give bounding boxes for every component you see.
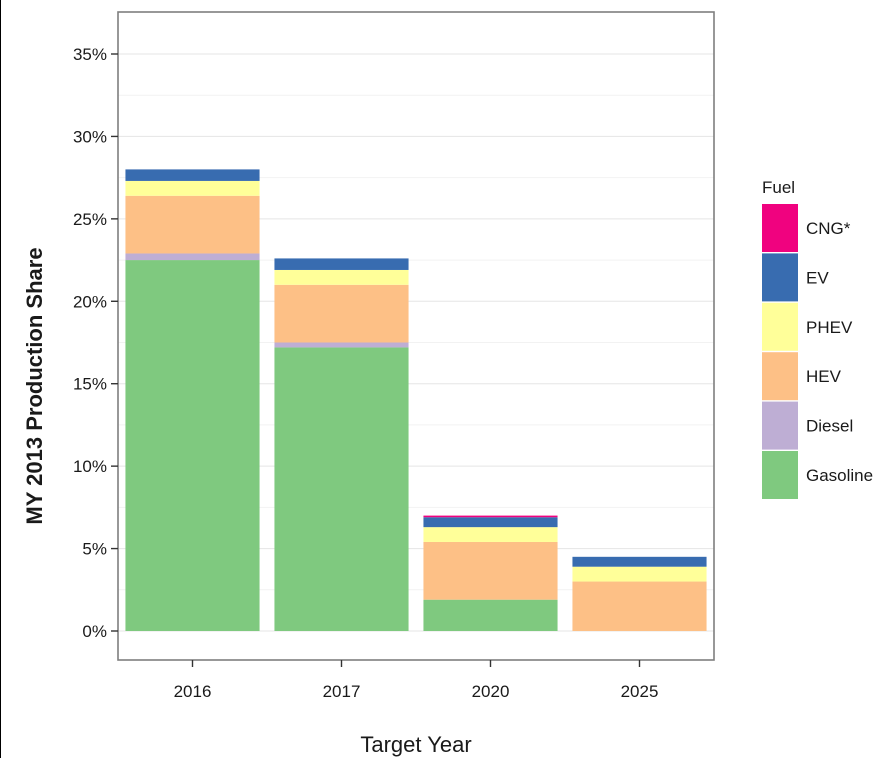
bar-segment-ev-2016 bbox=[125, 169, 260, 181]
bar-segment-ev-2020 bbox=[423, 517, 558, 528]
plot-panel-border bbox=[117, 11, 715, 661]
y-tick-label: 35% bbox=[73, 45, 107, 64]
y-axis: 0% 5% 10% 15% 20% 25% 30% 35% bbox=[73, 45, 118, 641]
bar-segment-diesel-2016 bbox=[125, 253, 260, 261]
y-tick-label: 15% bbox=[73, 375, 107, 394]
y-tick-label: 20% bbox=[73, 292, 107, 311]
bar-segment-gasoline-2016 bbox=[125, 260, 260, 631]
x-tick-label: 2017 bbox=[323, 682, 361, 701]
bar-segment-phev-2020 bbox=[423, 527, 558, 542]
y-tick-label: 10% bbox=[73, 457, 107, 476]
bar-segment-phev-2025 bbox=[572, 566, 707, 582]
y-tick-label: 30% bbox=[73, 127, 107, 146]
bar-segment-gasoline-2017 bbox=[274, 347, 409, 631]
x-tick-label: 2025 bbox=[621, 682, 659, 701]
legend-key-gasoline bbox=[762, 451, 798, 499]
y-axis-title: MY 2013 Production Share bbox=[22, 247, 47, 524]
bar-segment-hev-2016 bbox=[125, 195, 260, 254]
bar-segment-hev-2017 bbox=[274, 284, 409, 343]
legend-key-diesel bbox=[762, 401, 798, 450]
bar-segment-gasoline-2020 bbox=[423, 599, 558, 631]
bar-segment-diesel-2017 bbox=[274, 342, 409, 348]
bars-group bbox=[125, 169, 707, 631]
bar-segment-phev-2017 bbox=[274, 269, 409, 285]
x-tick-label: 2020 bbox=[472, 682, 510, 701]
legend-label: CNG* bbox=[806, 219, 851, 238]
bar-segment-ev-2025 bbox=[572, 556, 707, 567]
legend-key-ev bbox=[762, 253, 798, 302]
y-tick-label: 0% bbox=[82, 622, 107, 641]
bar-segment-phev-2016 bbox=[125, 180, 260, 196]
y-tick-label: 25% bbox=[73, 210, 107, 229]
legend: Fuel CNG* EV PHEV HEV Diesel Gasoline bbox=[762, 178, 873, 499]
legend-key-cng bbox=[762, 204, 798, 252]
legend-title: Fuel bbox=[762, 178, 795, 197]
legend-label: Gasoline bbox=[806, 466, 873, 485]
bar-segment-ev-2017 bbox=[274, 258, 409, 270]
legend-label: Diesel bbox=[806, 417, 853, 436]
bar-segment-hev-2025 bbox=[572, 581, 707, 631]
legend-key-phev bbox=[762, 302, 798, 351]
legend-label: HEV bbox=[806, 367, 842, 386]
x-tick-label: 2016 bbox=[174, 682, 212, 701]
bar-segment-hev-2020 bbox=[423, 541, 558, 600]
legend-key-hev bbox=[762, 352, 798, 401]
legend-label: PHEV bbox=[806, 318, 853, 337]
x-axis-title: Target Year bbox=[360, 732, 471, 757]
x-axis: 2016 2017 2020 2025 bbox=[174, 660, 659, 701]
legend-label: EV bbox=[806, 268, 829, 287]
bar-segment-cng-2020 bbox=[423, 515, 558, 518]
y-tick-label: 5% bbox=[82, 540, 107, 559]
